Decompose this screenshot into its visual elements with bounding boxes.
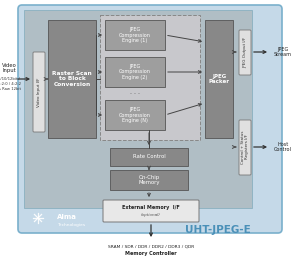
Text: Video Input I/F: Video Input I/F: [37, 77, 41, 107]
Text: On-Chip
Memory: On-Chip Memory: [138, 175, 160, 185]
Text: Host
Control: Host Control: [274, 142, 292, 152]
Text: Alma: Alma: [57, 214, 77, 220]
Text: JPEG
Compression
Engine (2): JPEG Compression Engine (2): [119, 64, 151, 80]
Bar: [105, 57, 165, 87]
Text: Control + Status
Registers I/F: Control + Status Registers I/F: [241, 130, 249, 164]
Text: Video
Input: Video Input: [2, 63, 16, 73]
Text: SRAM / SDR / DDR / DDR2 / DDR3 / QDR: SRAM / SDR / DDR / DDR2 / DDR3 / QDR: [108, 245, 194, 249]
Bar: [24, 10, 252, 208]
Text: . . .: . . .: [130, 90, 140, 95]
Bar: [110, 170, 188, 190]
FancyBboxPatch shape: [239, 30, 251, 75]
Bar: [105, 20, 165, 50]
Text: JPEG Output I/F: JPEG Output I/F: [243, 36, 247, 68]
Text: Memory Controller: Memory Controller: [125, 251, 177, 256]
Bar: [48, 20, 96, 138]
Bar: [105, 100, 165, 130]
FancyBboxPatch shape: [33, 52, 45, 132]
Text: Raster Scan
to Block
Conversion: Raster Scan to Block Conversion: [52, 71, 92, 87]
Text: JPEG
Compression
Engine (1): JPEG Compression Engine (1): [119, 27, 151, 43]
FancyBboxPatch shape: [18, 5, 282, 233]
FancyBboxPatch shape: [103, 200, 199, 222]
Text: Rate Control: Rate Control: [133, 155, 165, 160]
Text: External Memory  I/F: External Memory I/F: [122, 205, 180, 211]
Text: JPEG
Compression
Engine (N): JPEG Compression Engine (N): [119, 107, 151, 123]
Text: (optional): (optional): [141, 213, 161, 217]
Bar: [205, 20, 233, 138]
Bar: [100, 15, 200, 140]
Text: UHT-JPEG-E: UHT-JPEG-E: [185, 225, 251, 235]
Text: Technologies: Technologies: [57, 223, 85, 227]
Text: 8/10/12bit /
4:2:0 / 4:2:2
& Raw 12bit: 8/10/12bit / 4:2:0 / 4:2:2 & Raw 12bit: [0, 77, 21, 91]
Text: JPEG
Stream: JPEG Stream: [274, 47, 292, 57]
Bar: [110, 148, 188, 166]
FancyBboxPatch shape: [239, 120, 251, 175]
Text: JPEG
Packer: JPEG Packer: [208, 74, 230, 84]
